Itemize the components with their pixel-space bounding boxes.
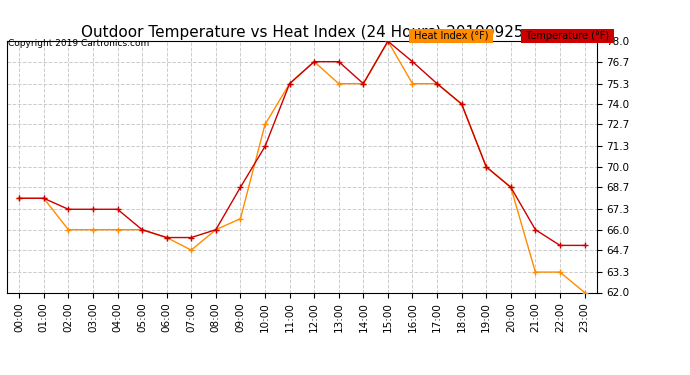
Text: Heat Index (°F): Heat Index (°F): [411, 31, 491, 40]
Title: Outdoor Temperature vs Heat Index (24 Hours) 20190925: Outdoor Temperature vs Heat Index (24 Ho…: [81, 25, 523, 40]
Text: Copyright 2019 Cartronics.com: Copyright 2019 Cartronics.com: [8, 39, 150, 48]
Text: Temperature (°F): Temperature (°F): [523, 31, 612, 40]
